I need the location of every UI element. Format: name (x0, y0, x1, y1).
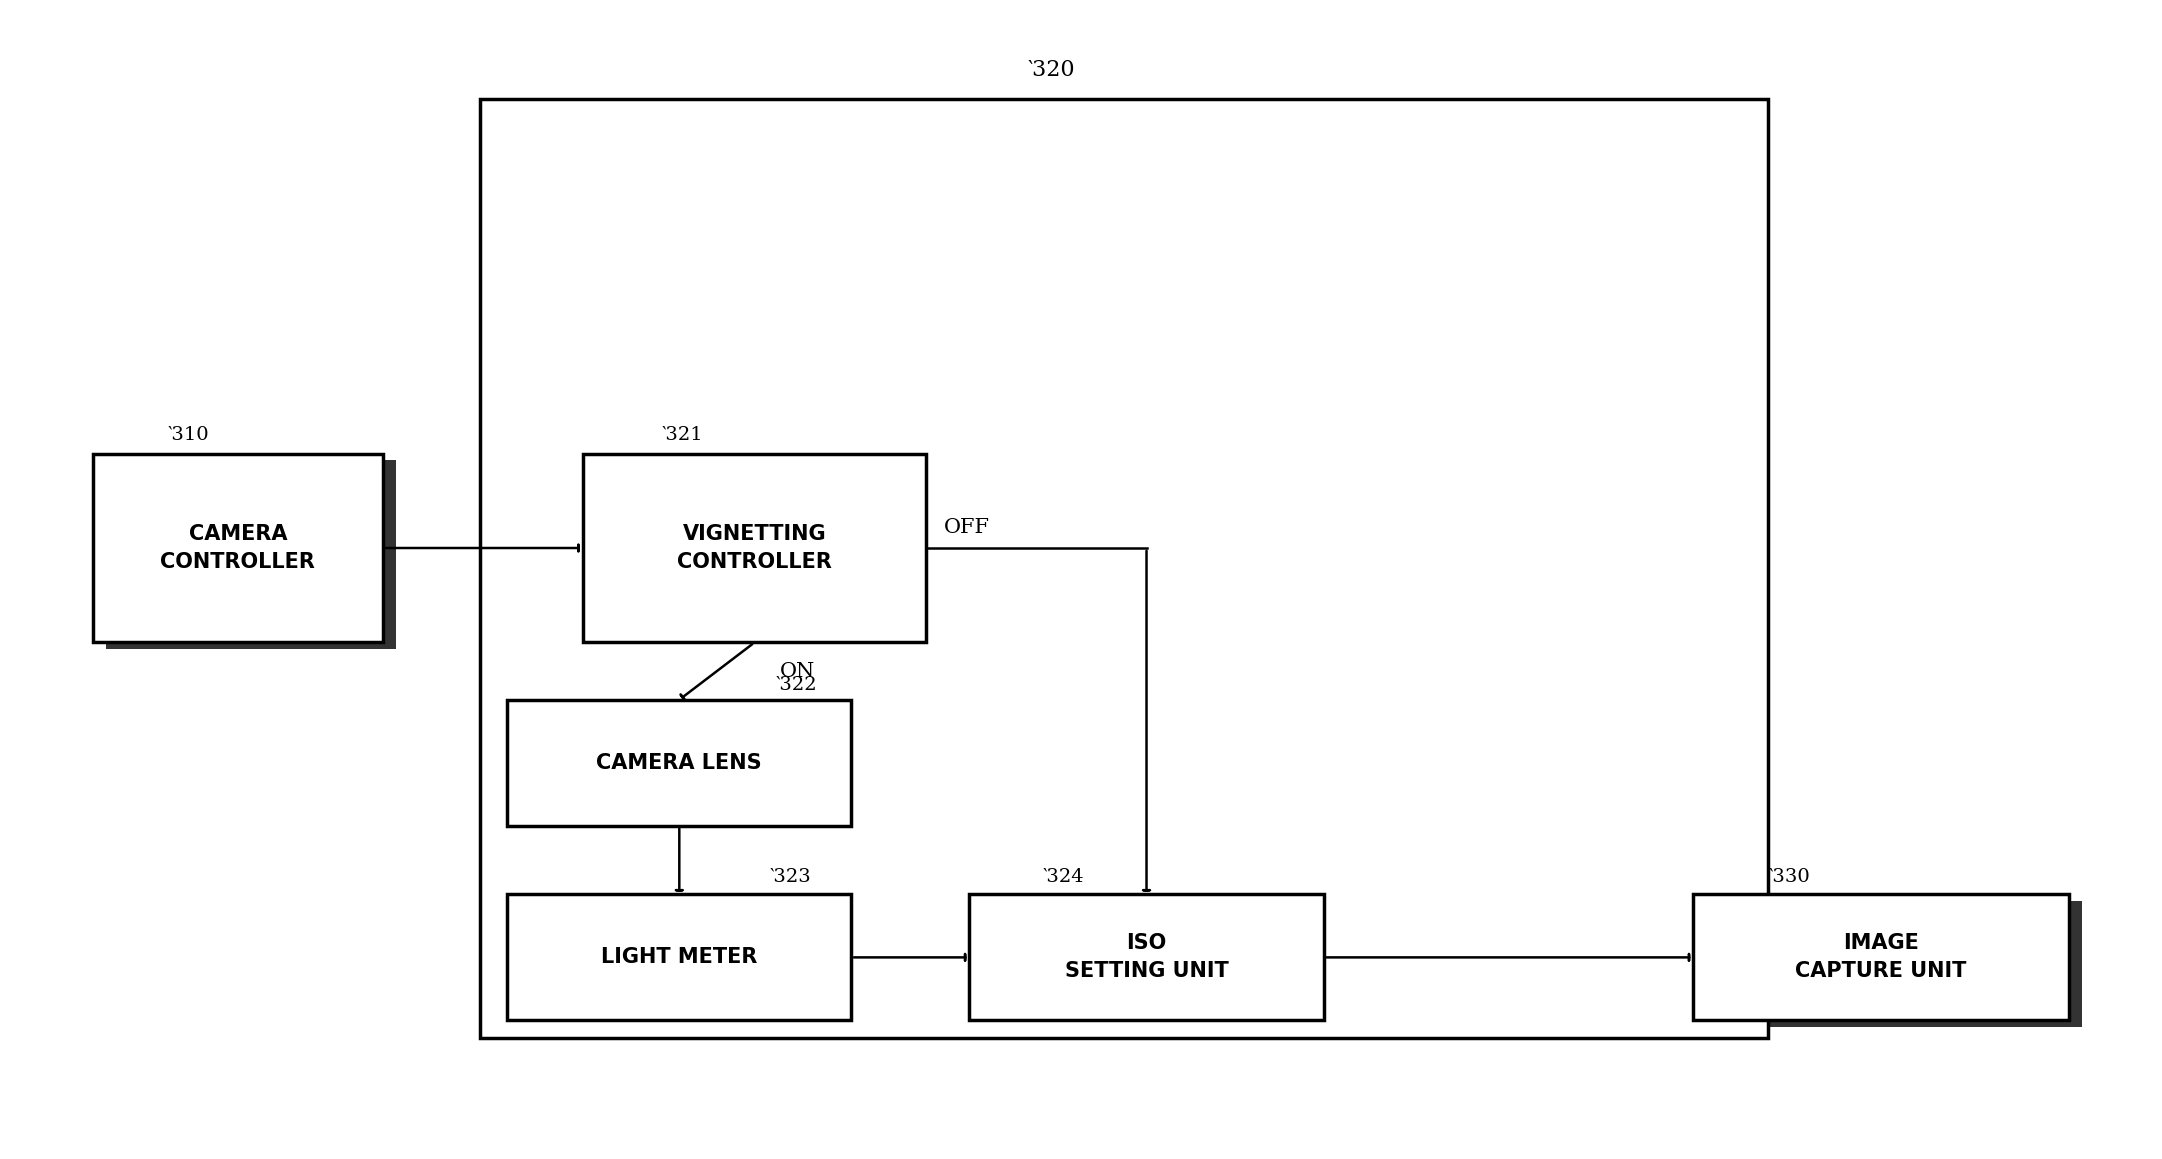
Text: ‵321: ‵321 (662, 427, 705, 444)
Text: ON: ON (780, 662, 815, 680)
Text: VIGNETTING
CONTROLLER: VIGNETTING CONTROLLER (677, 524, 832, 573)
Bar (1706, 902, 2082, 1027)
Text: ISO
SETTING UNIT: ISO SETTING UNIT (1064, 933, 1228, 982)
Bar (508, 700, 852, 825)
Bar (595, 460, 938, 649)
Text: ‵322: ‵322 (776, 676, 817, 694)
Text: IMAGE
CAPTURE UNIT: IMAGE CAPTURE UNIT (1794, 933, 1967, 982)
Text: ‵324: ‵324 (1042, 868, 1083, 887)
Text: OFF: OFF (943, 518, 990, 537)
Bar (480, 99, 1769, 1037)
Text: LIGHT METER: LIGHT METER (601, 947, 757, 968)
Text: ‵323: ‵323 (770, 868, 811, 887)
Bar (582, 453, 925, 642)
Bar (106, 460, 396, 649)
Bar (521, 902, 865, 1027)
Text: ‵330: ‵330 (1769, 868, 1810, 887)
Bar (93, 453, 383, 642)
Bar (1693, 895, 2069, 1020)
Text: ‵320: ‵320 (1027, 59, 1075, 81)
Bar (982, 902, 1336, 1027)
Text: CAMERA LENS: CAMERA LENS (597, 752, 763, 773)
Text: ‵310: ‵310 (169, 427, 210, 444)
Bar (521, 707, 865, 832)
Text: CAMERA
CONTROLLER: CAMERA CONTROLLER (160, 524, 316, 573)
Bar (969, 895, 1323, 1020)
Bar (508, 895, 852, 1020)
